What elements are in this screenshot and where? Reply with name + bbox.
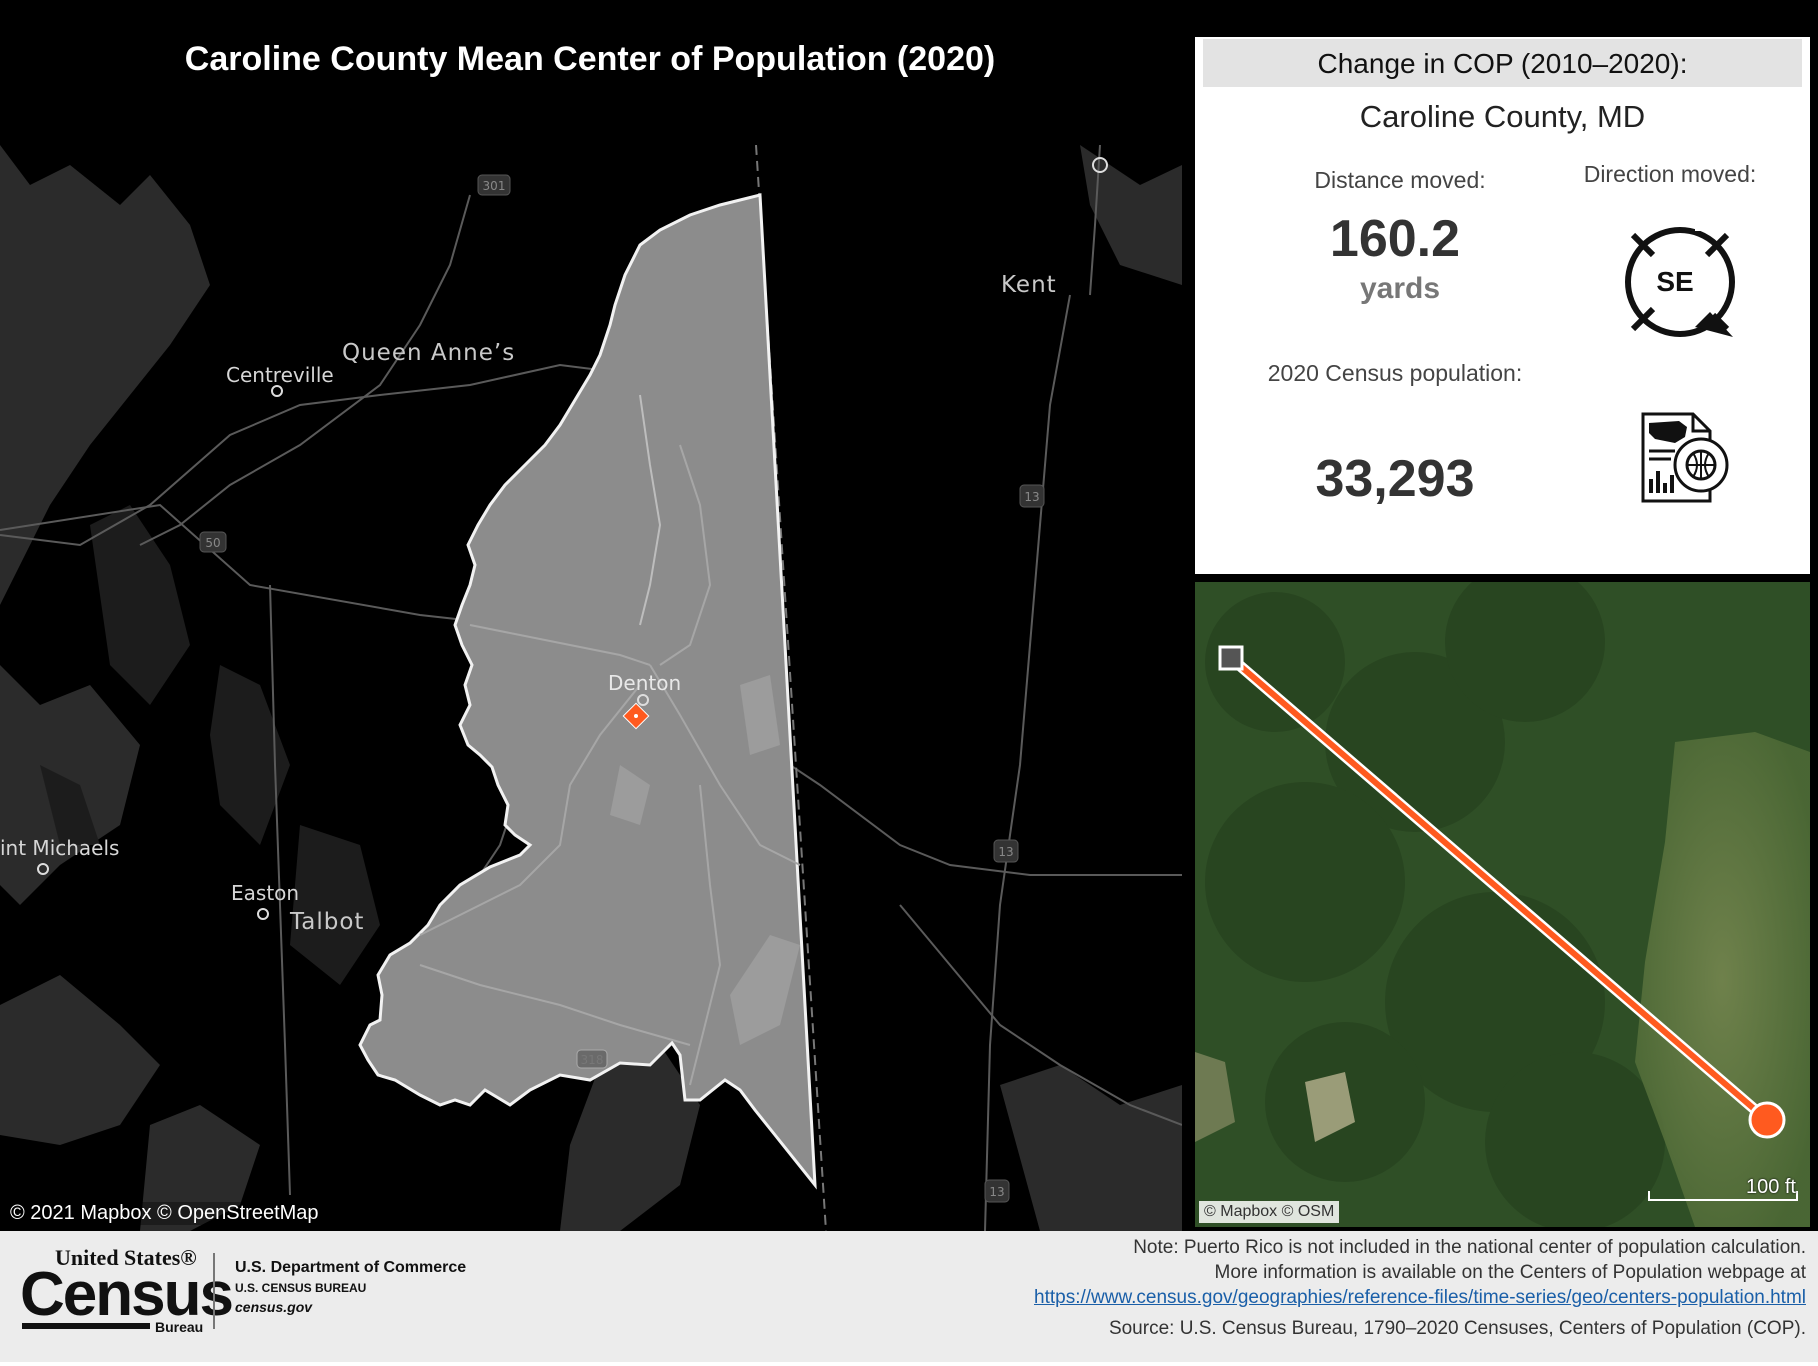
distance-value: 160.2 [1329,210,1461,268]
census-document-icon [1641,412,1729,503]
label-easton: Easton [231,881,300,905]
header: Caroline County Mean Center of Populatio… [0,0,1195,145]
inset-canvas [1195,582,1810,1227]
population-label: 2020 Census population: [1267,360,1523,386]
logo-divider [213,1253,215,1329]
main-map[interactable]: 301 50 13 13 13 318 Queen Anne’s Centrev… [0,145,1182,1231]
page-title: Caroline County Mean Center of Populatio… [184,40,996,78]
department-name: U.S. Department of Commerce [235,1259,467,1276]
town-dots [37,157,1108,920]
caroline-county-shape[interactable] [358,193,817,1190]
logo-united-states: United States® [55,1245,197,1270]
shield-301: 301 [483,179,506,193]
population-value: 33,293 [1315,450,1475,508]
map-canvas: 301 50 13 13 13 318 [0,145,1182,1231]
centers-population-link[interactable]: https://www.census.gov/geographies/refer… [1034,1287,1806,1308]
shore-areas [40,505,380,985]
label-kent: Kent [1001,272,1057,298]
direction-value: SE [1656,266,1693,297]
cop-2020-marker[interactable] [1748,1101,1786,1139]
census-logo[interactable]: United States® Census Bureau [20,1245,234,1335]
footer: United States® Census Bureau U.S. Depart… [0,1231,1818,1366]
shield-318: 318 [581,1053,604,1067]
center-of-population-marker[interactable] [622,702,650,730]
shield-50: 50 [205,536,220,550]
inset-attribution[interactable]: © Mapbox © OSM [1199,1201,1340,1223]
movement-line [1228,655,1770,1123]
cop-2010-marker[interactable] [1218,645,1244,671]
clearing-west [1195,1052,1235,1142]
footer-bottom-strip [0,1362,1818,1366]
inset-satellite-map[interactable]: 100 ft © Mapbox © OSM [1195,582,1810,1227]
route-shields: 301 50 13 13 13 318 [199,174,1045,1203]
building [1305,1072,1355,1142]
county-name: Caroline County, MD [1359,99,1646,134]
shield-13-a: 13 [1024,490,1039,504]
distance-label: Distance moved: [1314,167,1486,193]
map-attribution[interactable]: © 2021 Mapbox © OpenStreetMap [6,1202,323,1225]
shield-13-c: 13 [989,1185,1004,1199]
label-talbot: Talbot [290,909,365,935]
shield-13-b: 13 [998,845,1013,859]
panel-header: Change in COP (2010–2020): [1203,39,1802,87]
label-centreville: Centreville [226,363,334,387]
direction-label: Direction moved: [1583,161,1757,187]
county-land-patches [610,675,800,1045]
logo-census: Census [20,1260,234,1329]
scale-bar: 100 ft [1648,1176,1798,1201]
footer-notes: Note: Puerto Rico is not included in the… [706,1235,1806,1341]
county-roads [419,444,801,1086]
label-st-michaels: int Michaels [0,836,120,860]
census-site[interactable]: census.gov [235,1299,313,1315]
logo-bureau: Bureau [155,1319,204,1335]
distance-unit: yards [1359,272,1441,305]
scale-label: 100 ft [1745,1176,1796,1198]
bureau-name: U.S. CENSUS BUREAU [235,1281,367,1295]
compass-icon: SE [1625,217,1735,337]
note-more-info: More information is available on the Cen… [1214,1262,1806,1283]
forest-texture [1205,582,1665,1227]
note-puerto-rico: Note: Puerto Rico is not included in the… [1133,1237,1806,1258]
info-panel: Change in COP (2010–2020): Caroline Coun… [1195,37,1810,574]
source-note: Source: U.S. Census Bureau, 1790–2020 Ce… [1108,1318,1806,1339]
scale-bar-line [1648,1191,1798,1201]
label-denton: Denton [608,671,682,695]
logo-underline [22,1323,150,1329]
label-queen-annes: Queen Anne’s [342,340,516,366]
river [639,394,662,626]
